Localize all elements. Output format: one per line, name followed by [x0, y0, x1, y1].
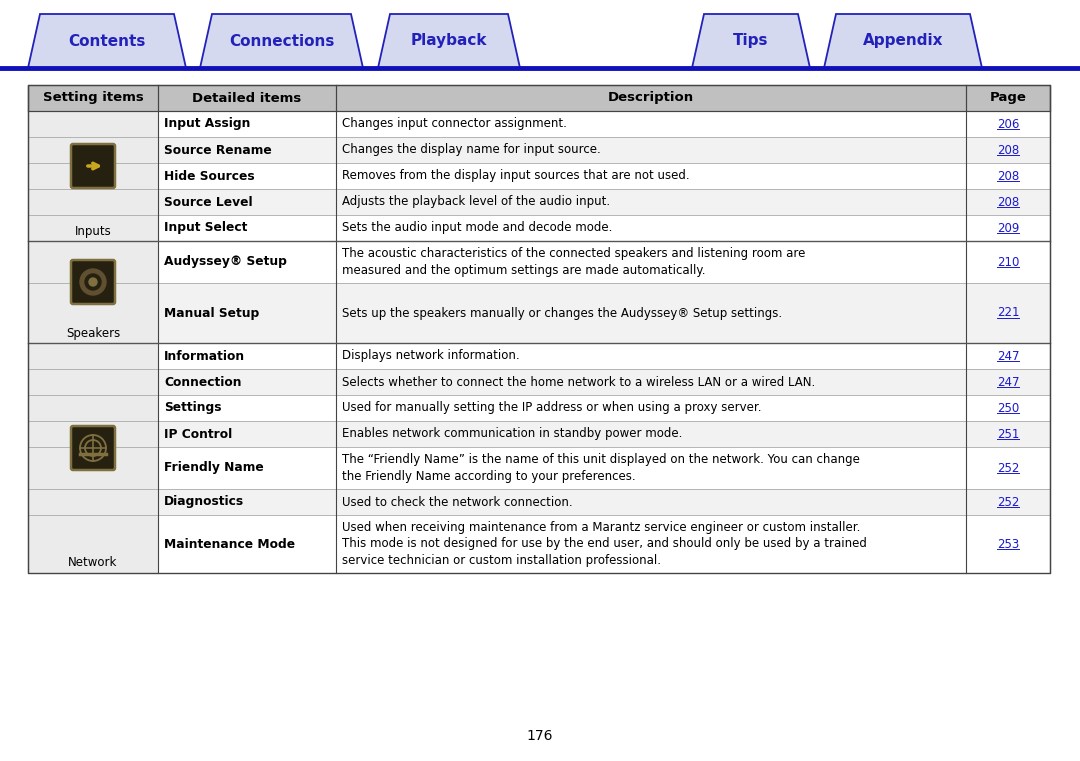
Text: Changes the display name for input source.: Changes the display name for input sourc…: [342, 144, 600, 157]
Bar: [158, 111, 1050, 137]
Circle shape: [89, 278, 97, 286]
Polygon shape: [824, 14, 982, 68]
Text: 250: 250: [997, 402, 1020, 415]
Text: 247: 247: [997, 375, 1020, 389]
Bar: [158, 215, 1050, 241]
Text: Settings: Settings: [164, 402, 221, 415]
Text: Used to check the network connection.: Used to check the network connection.: [342, 495, 572, 508]
Bar: [158, 137, 1050, 163]
Text: 176: 176: [527, 729, 553, 743]
Text: Used for manually setting the IP address or when using a proxy server.: Used for manually setting the IP address…: [342, 402, 761, 415]
Text: Diagnostics: Diagnostics: [164, 495, 244, 508]
Bar: [158, 163, 1050, 189]
Text: Connections: Connections: [229, 33, 334, 49]
Text: IP Control: IP Control: [164, 428, 232, 441]
FancyBboxPatch shape: [71, 426, 114, 470]
Text: 208: 208: [997, 196, 1020, 209]
Text: Maintenance Mode: Maintenance Mode: [164, 537, 295, 550]
Text: Input Assign: Input Assign: [164, 117, 251, 130]
Text: 208: 208: [997, 144, 1020, 157]
Text: Sets up the speakers manually or changes the Audyssey® Setup settings.: Sets up the speakers manually or changes…: [342, 307, 782, 320]
Text: 252: 252: [997, 495, 1020, 508]
Bar: [158, 515, 1050, 573]
Text: The acoustic characteristics of the connected speakers and listening room are
me: The acoustic characteristics of the conn…: [342, 247, 806, 277]
Text: Selects whether to connect the home network to a wireless LAN or a wired LAN.: Selects whether to connect the home netw…: [342, 375, 815, 389]
Text: Appendix: Appendix: [863, 33, 943, 49]
Bar: [158, 489, 1050, 515]
Text: Setting items: Setting items: [42, 91, 144, 104]
Text: 209: 209: [997, 221, 1020, 234]
Text: Sets the audio input mode and decode mode.: Sets the audio input mode and decode mod…: [342, 221, 612, 234]
Text: Description: Description: [608, 91, 694, 104]
Text: 251: 251: [997, 428, 1020, 441]
Text: Information: Information: [164, 349, 245, 362]
Bar: [28, 241, 158, 343]
Text: 221: 221: [997, 307, 1020, 320]
Text: Source Rename: Source Rename: [164, 144, 272, 157]
Text: Displays network information.: Displays network information.: [342, 349, 519, 362]
Polygon shape: [378, 14, 519, 68]
Polygon shape: [692, 14, 810, 68]
Bar: [158, 283, 1050, 343]
Circle shape: [85, 274, 102, 290]
Bar: [158, 369, 1050, 395]
Text: Speakers: Speakers: [66, 326, 120, 339]
Text: 206: 206: [997, 117, 1020, 130]
Text: 247: 247: [997, 349, 1020, 362]
Text: Enables network communication in standby power mode.: Enables network communication in standby…: [342, 428, 683, 441]
Text: Audyssey® Setup: Audyssey® Setup: [164, 256, 287, 269]
Bar: [158, 189, 1050, 215]
Text: Friendly Name: Friendly Name: [164, 461, 264, 475]
Text: 208: 208: [997, 170, 1020, 183]
Text: Contents: Contents: [68, 33, 146, 49]
Bar: [158, 343, 1050, 369]
FancyBboxPatch shape: [71, 144, 114, 188]
Polygon shape: [28, 14, 186, 68]
Text: Hide Sources: Hide Sources: [164, 170, 255, 183]
Bar: [28, 111, 158, 241]
Polygon shape: [200, 14, 363, 68]
Text: Tips: Tips: [733, 33, 769, 49]
Text: 252: 252: [997, 461, 1020, 475]
Text: Manual Setup: Manual Setup: [164, 307, 259, 320]
Text: Input Select: Input Select: [164, 221, 247, 234]
Text: The “Friendly Name” is the name of this unit displayed on the network. You can c: The “Friendly Name” is the name of this …: [342, 454, 860, 482]
Text: Connection: Connection: [164, 375, 242, 389]
Text: Page: Page: [989, 91, 1026, 104]
Text: Source Level: Source Level: [164, 196, 253, 209]
Text: Adjusts the playback level of the audio input.: Adjusts the playback level of the audio …: [342, 196, 610, 209]
FancyBboxPatch shape: [71, 260, 114, 304]
Bar: [28, 85, 1050, 573]
Text: Inputs: Inputs: [75, 224, 111, 237]
Bar: [158, 421, 1050, 447]
Text: Used when receiving maintenance from a Marantz service engineer or custom instal: Used when receiving maintenance from a M…: [342, 521, 867, 567]
Text: 253: 253: [997, 537, 1020, 550]
Text: Removes from the display input sources that are not used.: Removes from the display input sources t…: [342, 170, 690, 183]
Text: Network: Network: [68, 556, 118, 569]
Text: Playback: Playback: [410, 33, 487, 49]
Bar: [28, 343, 158, 573]
Text: Changes input connector assignment.: Changes input connector assignment.: [342, 117, 567, 130]
Bar: [158, 241, 1050, 283]
Text: Detailed items: Detailed items: [192, 91, 301, 104]
Bar: [158, 395, 1050, 421]
Circle shape: [80, 269, 106, 295]
Text: 210: 210: [997, 256, 1020, 269]
Bar: [28, 85, 1050, 111]
Bar: [158, 447, 1050, 489]
